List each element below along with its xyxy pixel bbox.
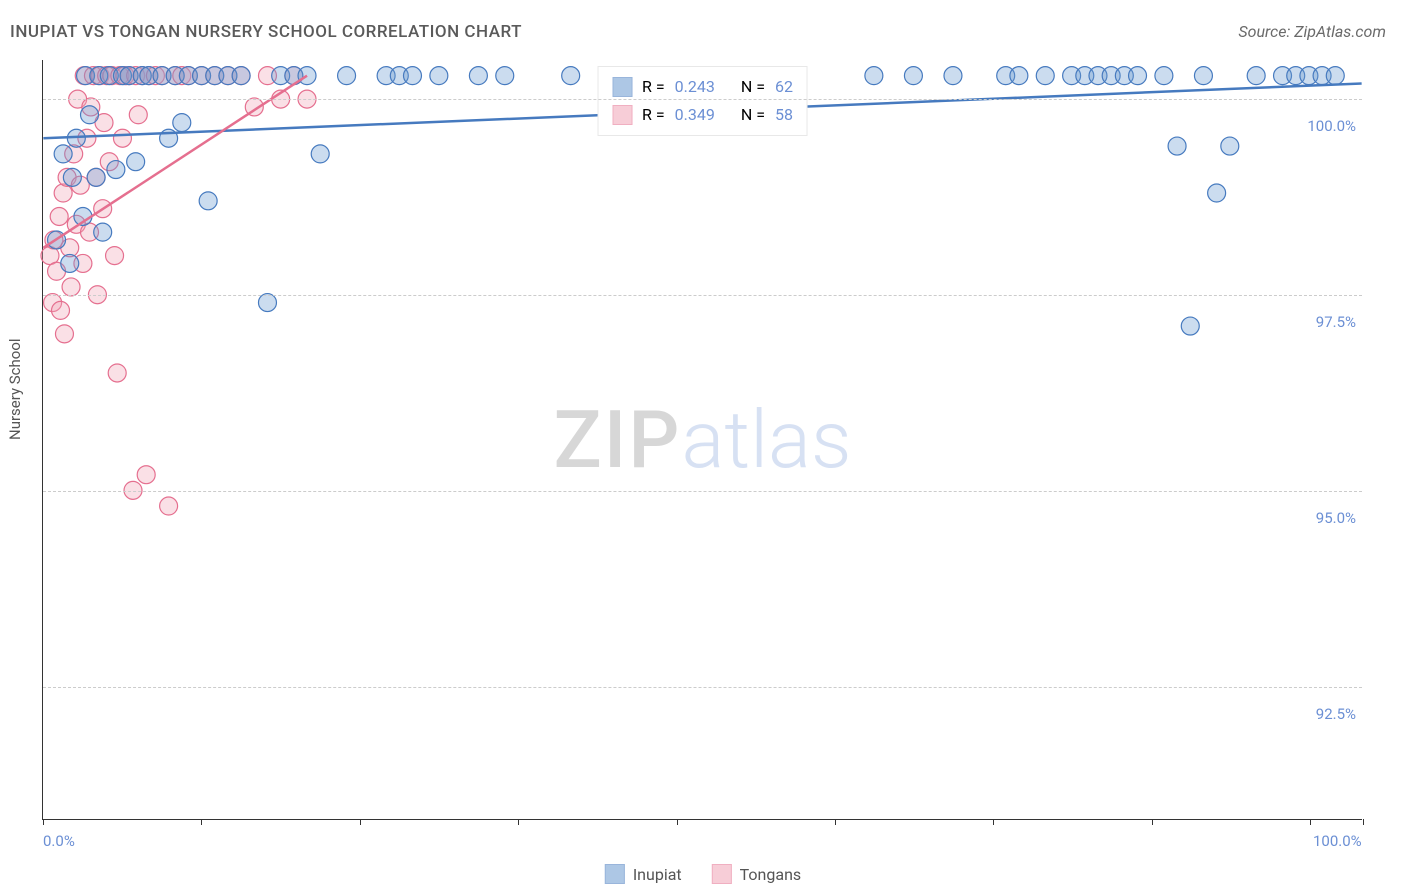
data-point: [1168, 137, 1186, 155]
data-point: [1194, 67, 1212, 85]
data-point: [199, 192, 217, 210]
swatch-inupiat: [612, 77, 632, 97]
legend-stats-row-tongans: R = 0.349 N = 58: [612, 101, 793, 129]
data-point: [129, 106, 147, 124]
legend-item-tongans: Tongans: [712, 864, 802, 884]
data-point: [50, 208, 68, 226]
data-point: [258, 294, 276, 312]
data-point: [496, 67, 514, 85]
xtick: [201, 819, 202, 825]
data-point: [1247, 67, 1265, 85]
data-point: [1155, 67, 1173, 85]
xtick-label: 100.0%: [1313, 832, 1362, 850]
data-point: [1010, 67, 1028, 85]
data-point: [1221, 137, 1239, 155]
data-point: [81, 106, 99, 124]
ytick-label: 100.0%: [1307, 117, 1356, 135]
data-point: [107, 161, 125, 179]
ytick-label: 92.5%: [1316, 705, 1356, 723]
data-point: [137, 466, 155, 484]
xtick: [835, 819, 836, 825]
legend-stats-box: R = 0.243 N = 62 R = 0.349 N = 58: [597, 66, 808, 136]
chart-title: INUPIAT VS TONGAN NURSERY SCHOOL CORRELA…: [10, 22, 522, 42]
plot-svg: [43, 60, 1362, 819]
data-point: [62, 278, 80, 296]
data-point: [232, 67, 250, 85]
legend-label-inupiat: Inupiat: [633, 865, 682, 884]
data-point: [106, 247, 124, 265]
legend-label-tongans: Tongans: [740, 865, 802, 884]
data-point: [562, 67, 580, 85]
data-point: [63, 168, 81, 186]
gridline: [43, 687, 1362, 688]
data-point: [1129, 67, 1147, 85]
xtick: [1363, 819, 1364, 825]
n-value-inupiat: 62: [775, 73, 793, 101]
legend-item-inupiat: Inupiat: [605, 864, 682, 884]
data-point: [469, 67, 487, 85]
n-label: N =: [741, 73, 765, 101]
swatch-tongans: [612, 105, 632, 125]
data-point: [127, 153, 145, 171]
y-axis-label: Nursery School: [6, 338, 24, 440]
n-value-tongans: 58: [775, 101, 793, 129]
data-point: [1036, 67, 1054, 85]
xtick-label: 0.0%: [43, 832, 75, 850]
swatch-inupiat-bottom: [605, 864, 625, 884]
r-value-inupiat: 0.243: [675, 73, 715, 101]
data-point: [1326, 67, 1344, 85]
gridline: [43, 491, 1362, 492]
data-point: [113, 129, 131, 147]
data-point: [160, 497, 178, 515]
swatch-tongans-bottom: [712, 864, 732, 884]
gridline: [43, 295, 1362, 296]
data-point: [1208, 184, 1226, 202]
r-value-tongans: 0.349: [675, 101, 715, 129]
ytick-label: 95.0%: [1316, 509, 1356, 527]
data-point: [61, 254, 79, 272]
xtick: [360, 819, 361, 825]
chart-container: INUPIAT VS TONGAN NURSERY SCHOOL CORRELA…: [0, 0, 1406, 892]
data-point: [108, 364, 126, 382]
data-point: [173, 114, 191, 132]
xtick: [677, 819, 678, 825]
data-point: [54, 184, 72, 202]
data-point: [52, 301, 70, 319]
data-point: [865, 67, 883, 85]
xtick: [1310, 819, 1311, 825]
r-label: R =: [642, 101, 665, 129]
data-point: [311, 145, 329, 163]
data-point: [1181, 317, 1199, 335]
xtick: [518, 819, 519, 825]
source-label: Source: ZipAtlas.com: [1238, 22, 1386, 41]
data-point: [54, 145, 72, 163]
data-point: [94, 223, 112, 241]
xtick: [43, 819, 44, 825]
r-label: R =: [642, 73, 665, 101]
n-label: N =: [741, 101, 765, 129]
data-point: [338, 67, 356, 85]
xtick: [1152, 819, 1153, 825]
gridline: [43, 99, 1362, 100]
legend-stats-row-inupiat: R = 0.243 N = 62: [612, 73, 793, 101]
data-point: [430, 67, 448, 85]
data-point: [403, 67, 421, 85]
data-point: [944, 67, 962, 85]
xtick: [993, 819, 994, 825]
data-point: [298, 67, 316, 85]
ytick-label: 97.5%: [1316, 313, 1356, 331]
legend-bottom: Inupiat Tongans: [605, 864, 801, 884]
data-point: [55, 325, 73, 343]
data-point: [87, 168, 105, 186]
plot-area: ZIPatlas R = 0.243 N = 62 R = 0.349 N = …: [42, 60, 1362, 820]
data-point: [904, 67, 922, 85]
